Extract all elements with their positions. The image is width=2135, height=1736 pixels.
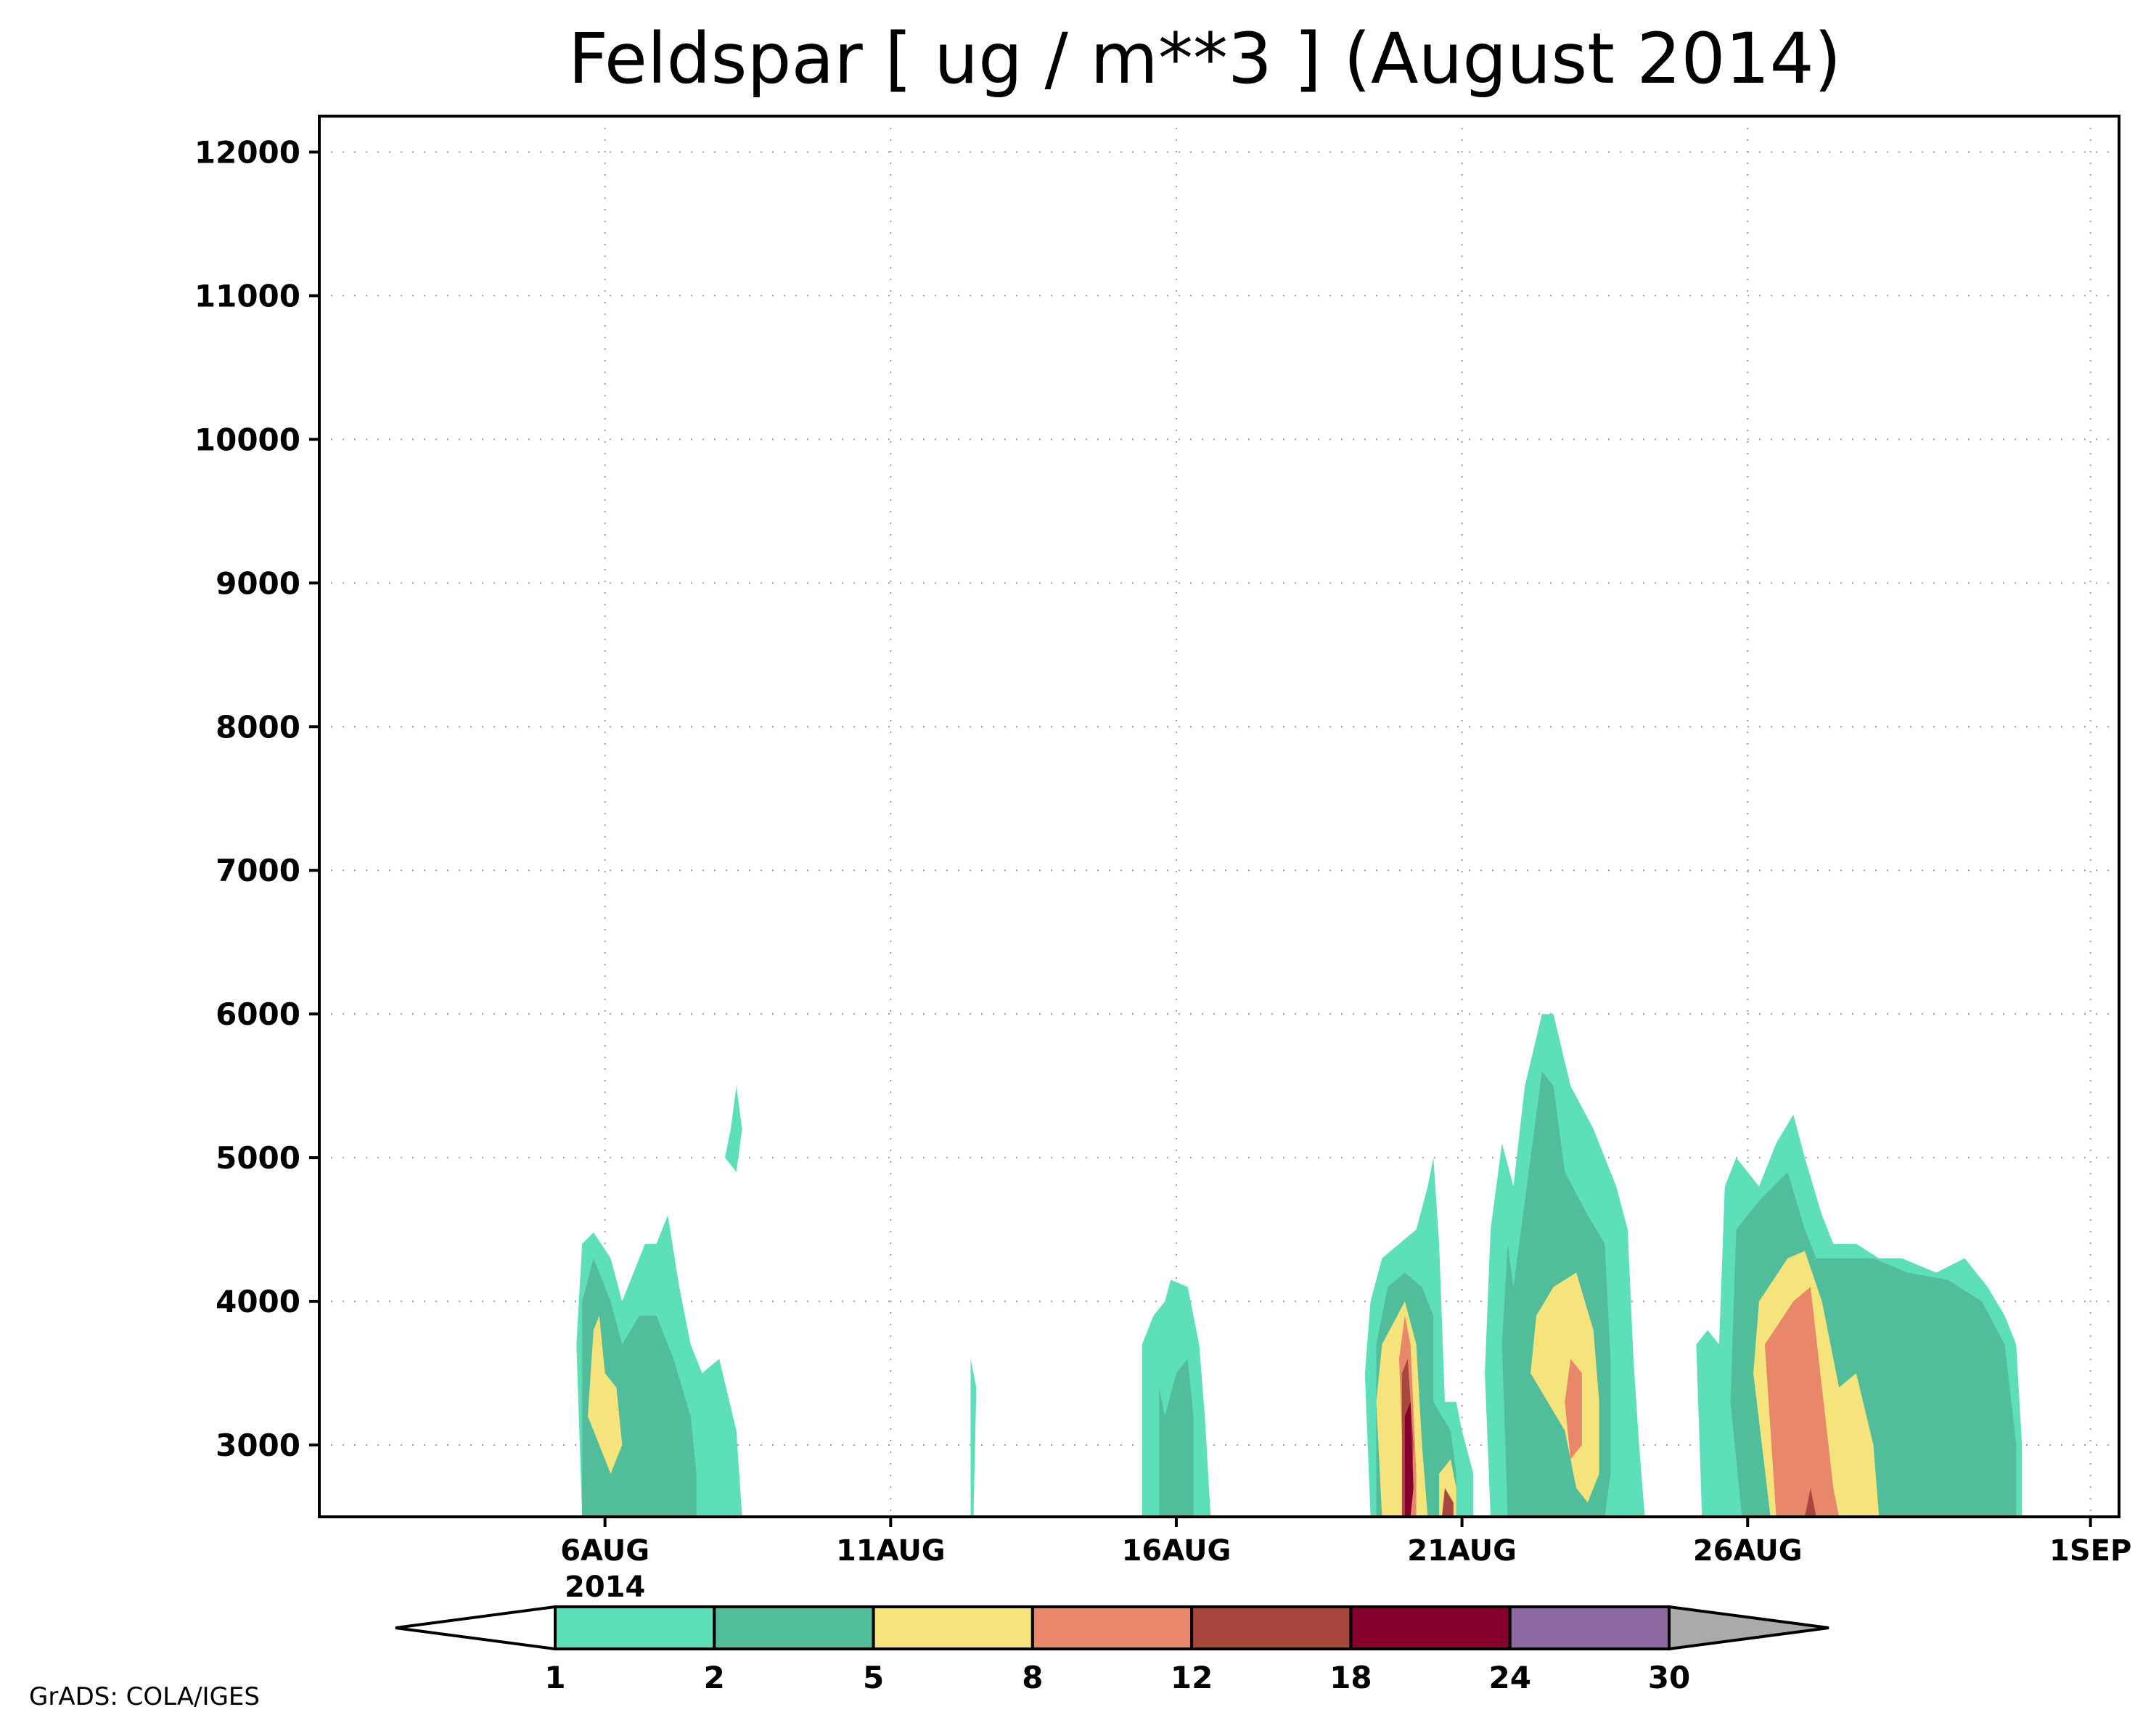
contour-region-12-18 [1442,1488,1454,1517]
y-tick-label: 6000 [216,996,300,1032]
x-tick-label: 6AUG [560,1534,649,1568]
contour-region-2-5 [1159,1359,1194,1517]
colorbar-level-label: 18 [1329,1660,1372,1695]
y-axis: 3000 4000 5000 6000 7000 8000 9000 10000 11000 12… [194,134,319,1463]
plot-frame [318,115,2120,1518]
contour-region-8-12 [1565,1359,1582,1459]
contour-fills [576,1014,2023,1517]
colorbar-segment [872,1605,1034,1650]
y-tick-label: 12000 [194,134,300,170]
colorbar-level-label: 5 [863,1660,884,1695]
colorbar-segment [1349,1605,1512,1650]
y-tick-label: 7000 [216,853,300,888]
x-tick-label: 16AUG [1122,1534,1232,1568]
colorbar-level-label: 1 [544,1660,565,1695]
y-tick-label: 4000 [216,1284,300,1319]
colorbar-segment [1508,1605,1671,1650]
colorbar-segment [713,1605,875,1650]
y-tick-label: 11000 [194,278,300,314]
y-tick-label: 9000 [216,565,300,601]
y-tick-label: 3000 [216,1428,300,1463]
contour-region-1-2 [970,1359,977,1517]
x-tick-label: 11AUG [836,1534,946,1568]
contour-region-1-2 [725,1086,742,1172]
y-tick-label: 5000 [216,1140,300,1176]
colorbar-low-arrow [395,1605,557,1651]
colorbar-level-label: 30 [1648,1660,1690,1695]
contour-region-5-8 [588,1315,623,1474]
grid-lines [319,116,2119,1517]
colorbar-level-label: 12 [1171,1660,1213,1695]
chart-title: Feldspar [ ug / m**3 ] (August 2014) [568,18,1841,99]
y-tick-label: 10000 [194,422,300,457]
grads-credit: GrADS: COLA/IGES [29,1682,260,1711]
colorbar-segment [554,1605,716,1650]
contour-region-5-8 [1530,1272,1599,1503]
x-tick-label: 1SEP [2049,1534,2131,1568]
colorbar-segment [1030,1605,1194,1650]
contour-region-8-12 [1764,1287,1840,1517]
y-tick-label: 8000 [216,709,300,745]
x-tick-label: 26AUG [1693,1534,1803,1568]
colorbar-level-label: 24 [1488,1660,1530,1695]
colorbar-level-label: 8 [1022,1660,1043,1695]
x-tick-year-label: 2014 [565,1571,645,1604]
x-tick-label: 21AUG [1407,1534,1517,1568]
colorbar-high-arrow [1668,1605,1829,1651]
colorbar-segment [1190,1605,1353,1650]
colorbar: 1 2 5 8 12 18 24 30 [395,1605,1829,1695]
contour-region-18-24 [1404,1401,1414,1517]
colorbar-level-label: 2 [704,1660,725,1695]
contour-region-12-18 [1805,1488,1816,1517]
